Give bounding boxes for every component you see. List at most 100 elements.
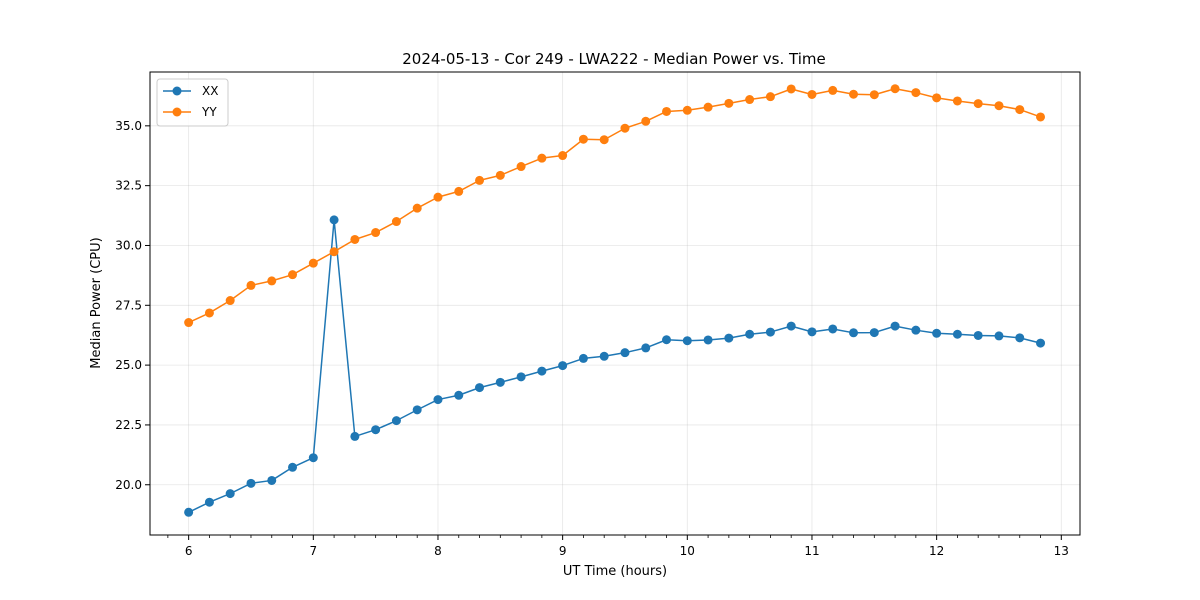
data-point-xx [433,395,443,405]
data-point-yy [308,258,318,268]
y-tick-label: 35.0 [115,119,142,133]
data-point-xx [828,324,838,334]
data-point-yy [682,105,692,115]
data-point-yy [516,162,526,172]
data-point-yy [412,203,422,213]
data-point-xx [641,343,651,353]
data-point-xx [267,475,277,485]
data-point-xx [578,353,588,363]
data-point-yy [371,228,381,238]
data-point-xx [350,431,360,441]
data-point-xx [495,377,505,387]
data-point-yy [662,106,672,116]
data-point-yy [537,153,547,163]
data-point-yy [288,270,298,280]
data-point-yy [267,276,277,286]
data-point-xx [329,215,339,225]
data-point-xx [662,335,672,345]
data-point-xx [682,336,692,346]
data-point-yy [849,89,859,99]
data-point-yy [1015,105,1025,115]
data-point-xx [786,321,796,331]
data-point-xx [994,331,1004,341]
x-tick-label: 9 [559,544,567,558]
legend-marker-yy [172,107,182,117]
data-point-xx [1036,338,1046,348]
data-point-xx [952,329,962,339]
data-point-yy [807,89,817,99]
data-point-yy [225,296,235,306]
data-point-xx [246,478,256,488]
data-point-xx [288,462,298,472]
data-point-yy [703,102,713,112]
plot-background [150,72,1080,535]
data-point-xx [973,330,983,340]
legend-entries: XX YY [163,84,218,119]
data-point-yy [475,175,485,185]
data-point-xx [724,333,734,343]
chart-title: 2024-05-13 - Cor 249 - LWA222 - Median P… [402,50,826,68]
data-point-yy [433,192,443,202]
data-point-xx [620,348,630,358]
series-yy [184,84,1046,328]
data-point-xx [184,507,194,517]
x-axis: 6 7 8 9 10 11 12 13 [167,535,1069,558]
data-point-xx [807,327,817,337]
x-tick-label: 8 [434,544,442,558]
plot-frame [149,71,1081,536]
x-tick-label: 13 [1054,544,1069,558]
data-point-xx [1015,333,1025,343]
data-point-xx [849,328,859,338]
data-point-yy [890,84,900,94]
y-axis: 20.0 22.5 25.0 27.5 30.0 32.5 35.0 [115,119,150,492]
data-point-yy [184,318,194,328]
data-point-yy [454,186,464,196]
data-point-yy [1036,112,1046,122]
legend-label-xx: XX [202,84,218,98]
data-point-xx [765,327,775,337]
x-tick-label: 12 [929,544,944,558]
data-point-xx [308,453,318,463]
data-point-yy [911,88,921,98]
data-point-xx [703,335,713,345]
legend: XX YY [156,78,229,127]
data-point-xx [890,321,900,331]
data-point-xx [412,405,422,415]
data-point-yy [599,135,609,145]
y-axis-label: Median Power (CPU) [89,237,104,368]
plot-area: 6 7 8 9 10 11 12 13 20.0 22.5 25.0 27.5 30.0 32.5 35.… [115,71,1081,558]
y-tick-label: 32.5 [115,179,142,193]
data-point-xx [911,325,921,335]
legend-label-yy: YY [201,105,217,119]
data-point-yy [932,93,942,103]
grid [150,72,1080,535]
data-point-xx [475,383,485,393]
data-point-yy [246,280,256,290]
x-tick-label: 6 [185,544,193,558]
data-point-xx [537,366,547,376]
data-point-yy [495,170,505,180]
data-point-xx [599,351,609,361]
x-tick-label: 11 [804,544,819,558]
x-axis-label: UT Time (hours) [563,564,667,579]
data-point-yy [329,247,339,257]
data-point-yy [745,95,755,105]
data-point-yy [391,217,401,227]
data-point-xx [225,489,235,499]
data-point-yy [994,101,1004,111]
data-point-yy [786,84,796,94]
legend-marker-xx [172,86,182,96]
legend-entry-xx: XX [163,84,218,98]
data-point-yy [620,123,630,133]
data-point-xx [745,329,755,339]
data-point-yy [828,85,838,95]
series-layer [184,84,1046,517]
y-tick-label: 20.0 [115,478,142,492]
data-point-yy [724,98,734,108]
data-point-yy [350,234,360,244]
series-xx [184,215,1046,517]
data-point-xx [204,497,214,507]
data-point-yy [869,90,879,100]
